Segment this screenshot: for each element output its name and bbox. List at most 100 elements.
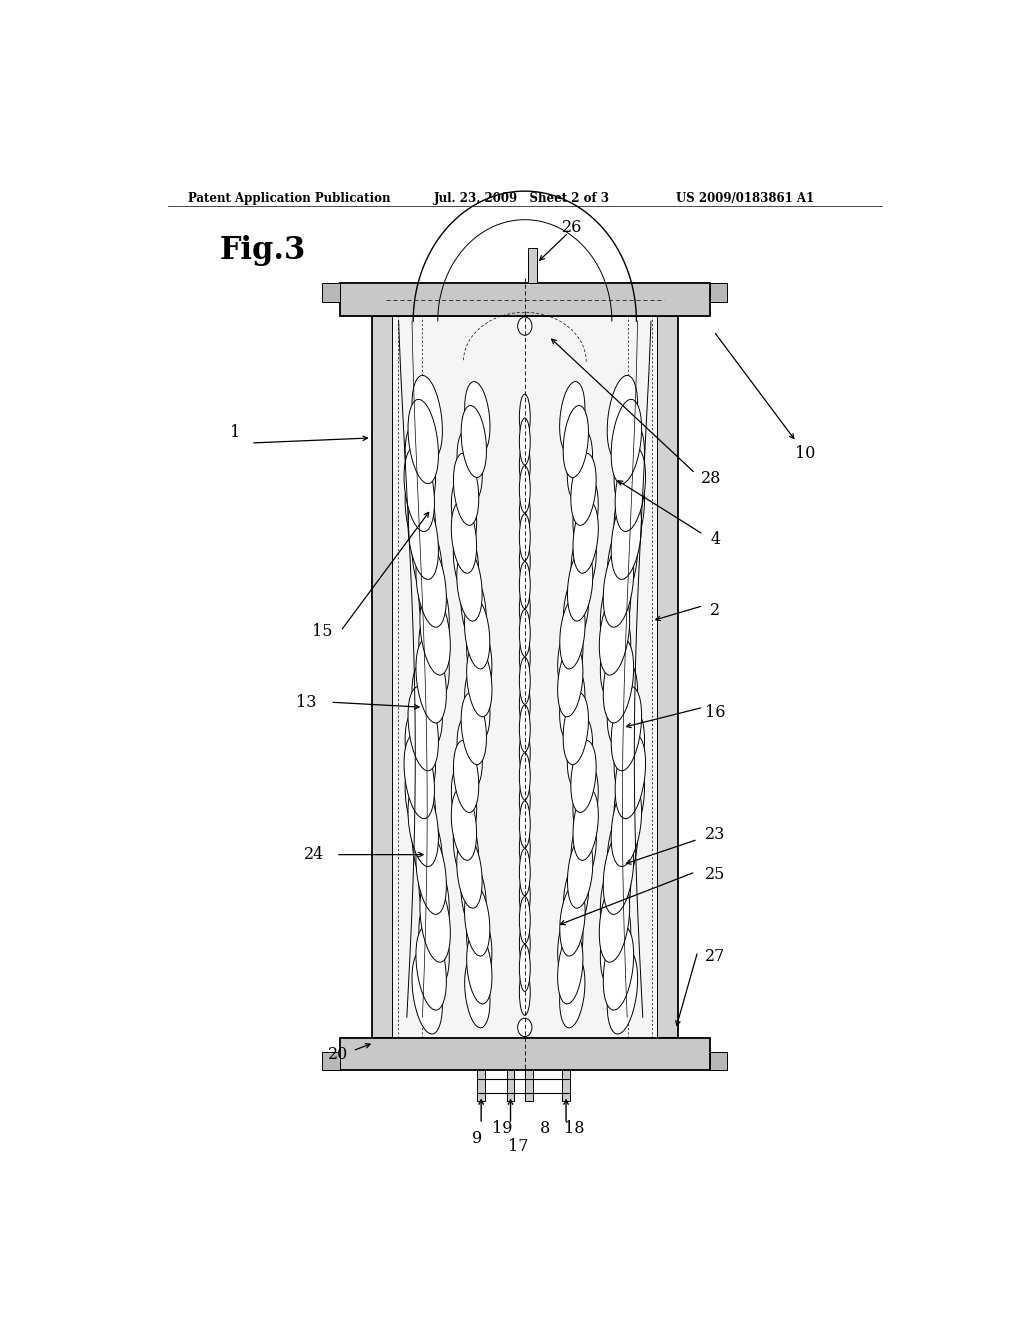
Ellipse shape [560, 884, 585, 956]
Ellipse shape [454, 812, 478, 884]
Ellipse shape [416, 543, 446, 627]
Ellipse shape [420, 878, 451, 962]
Ellipse shape [467, 620, 492, 693]
Polygon shape [477, 1071, 485, 1101]
Text: US 2009/0183861 A1: US 2009/0183861 A1 [676, 191, 814, 205]
Ellipse shape [467, 908, 492, 979]
Ellipse shape [412, 375, 442, 459]
Text: 4: 4 [711, 531, 720, 548]
Ellipse shape [573, 788, 598, 861]
Text: 17: 17 [508, 1138, 528, 1155]
Ellipse shape [600, 854, 631, 939]
Ellipse shape [603, 830, 634, 915]
Polygon shape [562, 1071, 570, 1101]
Ellipse shape [457, 549, 482, 622]
Text: 25: 25 [706, 866, 725, 883]
Ellipse shape [563, 405, 589, 478]
Ellipse shape [519, 561, 530, 609]
Ellipse shape [519, 634, 530, 680]
Ellipse shape [573, 478, 598, 549]
Ellipse shape [406, 758, 435, 842]
Ellipse shape [519, 513, 530, 561]
Polygon shape [340, 1038, 710, 1071]
Ellipse shape [408, 686, 438, 771]
Text: 10: 10 [716, 334, 815, 462]
Ellipse shape [599, 591, 630, 675]
Ellipse shape [611, 783, 642, 866]
Ellipse shape [519, 825, 530, 871]
Ellipse shape [519, 729, 530, 776]
Ellipse shape [404, 447, 434, 532]
Ellipse shape [416, 925, 446, 1010]
Ellipse shape [461, 861, 486, 932]
Ellipse shape [465, 884, 489, 956]
Ellipse shape [603, 543, 634, 627]
Ellipse shape [452, 502, 476, 573]
Polygon shape [372, 315, 678, 1038]
Text: 15: 15 [312, 623, 333, 639]
Ellipse shape [603, 639, 634, 723]
Ellipse shape [519, 752, 530, 800]
Ellipse shape [416, 639, 446, 723]
Ellipse shape [560, 381, 585, 454]
Ellipse shape [571, 525, 596, 597]
Text: 26: 26 [562, 219, 583, 236]
Text: 9: 9 [472, 1130, 482, 1147]
Ellipse shape [600, 902, 631, 986]
Text: 24: 24 [304, 846, 325, 863]
Ellipse shape [465, 381, 489, 454]
Ellipse shape [567, 429, 593, 502]
Ellipse shape [571, 812, 596, 884]
Ellipse shape [452, 764, 476, 837]
Ellipse shape [563, 573, 589, 645]
Polygon shape [524, 1071, 532, 1101]
Ellipse shape [416, 830, 446, 915]
Ellipse shape [558, 644, 583, 717]
Ellipse shape [519, 944, 530, 991]
Ellipse shape [567, 836, 593, 908]
Ellipse shape [519, 705, 530, 752]
Ellipse shape [563, 861, 589, 932]
Ellipse shape [454, 453, 479, 525]
Text: Fig.3: Fig.3 [219, 235, 305, 265]
Ellipse shape [519, 801, 530, 847]
Ellipse shape [560, 597, 585, 669]
Ellipse shape [412, 519, 442, 603]
Ellipse shape [563, 693, 589, 764]
Ellipse shape [467, 644, 492, 717]
Ellipse shape [467, 932, 492, 1005]
Ellipse shape [461, 693, 486, 764]
Ellipse shape [615, 734, 645, 818]
Ellipse shape [570, 741, 596, 813]
Text: 28: 28 [701, 470, 722, 487]
Ellipse shape [408, 783, 438, 866]
Ellipse shape [519, 442, 530, 488]
Ellipse shape [567, 717, 593, 788]
Ellipse shape [614, 471, 644, 556]
Ellipse shape [465, 956, 489, 1028]
Ellipse shape [454, 741, 479, 813]
Ellipse shape [419, 902, 450, 986]
Ellipse shape [461, 573, 486, 645]
Text: 20: 20 [328, 1047, 348, 1064]
Ellipse shape [519, 395, 530, 441]
Polygon shape [323, 284, 340, 302]
Ellipse shape [558, 932, 583, 1005]
Polygon shape [392, 315, 657, 1038]
Ellipse shape [404, 734, 434, 818]
Ellipse shape [614, 758, 644, 842]
Text: 27: 27 [706, 948, 725, 965]
Ellipse shape [560, 669, 585, 741]
Ellipse shape [607, 663, 638, 747]
Text: 18: 18 [564, 1119, 585, 1137]
Text: 2: 2 [711, 602, 720, 619]
Ellipse shape [420, 591, 451, 675]
Ellipse shape [615, 447, 645, 532]
Ellipse shape [519, 418, 530, 465]
Ellipse shape [614, 424, 644, 508]
Ellipse shape [412, 663, 442, 747]
Ellipse shape [457, 717, 482, 788]
Ellipse shape [419, 566, 450, 651]
Ellipse shape [573, 764, 598, 837]
Ellipse shape [406, 424, 435, 508]
